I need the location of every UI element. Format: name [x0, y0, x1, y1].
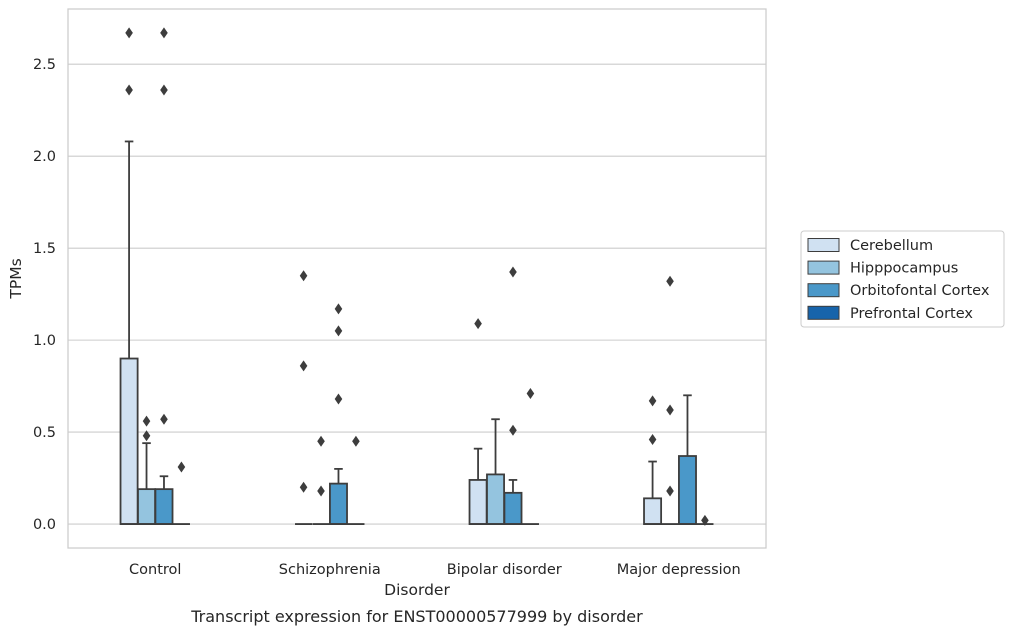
- outlier-point: [648, 433, 657, 445]
- outlier-point: [352, 435, 360, 447]
- box-body: [503, 491, 523, 525]
- legend-frame: [800, 230, 1005, 328]
- outlier-point: [701, 514, 709, 526]
- legend-label: Cerebellum: [850, 238, 933, 254]
- outlier-point: [160, 84, 168, 96]
- box-body: [678, 455, 697, 525]
- outlier-point: [334, 393, 343, 405]
- box-body: [137, 488, 156, 525]
- outlier-point: [160, 413, 168, 425]
- box-3-0: [643, 460, 663, 525]
- box-body: [154, 488, 174, 525]
- legend-swatch: [807, 283, 840, 298]
- y-tick-label: 1.0: [33, 333, 56, 349]
- outlier-point: [299, 360, 308, 372]
- outlier-point: [526, 387, 535, 399]
- outlier-point: [666, 485, 674, 497]
- x-tick-label: Control: [129, 562, 181, 578]
- box-3-2: [678, 394, 697, 525]
- box-0-2: [154, 475, 174, 525]
- y-axis-label: TPMs: [7, 258, 25, 299]
- y-tick-labels: 0.0 0.5 1.0 1.5 2.0 2.5: [33, 57, 56, 533]
- box-2-2: [503, 479, 523, 525]
- outlier-point: [509, 424, 517, 436]
- box-body: [468, 479, 488, 525]
- box-2-0: [468, 447, 488, 525]
- outlier-point: [142, 415, 151, 427]
- y-tick-label: 0.0: [33, 517, 56, 533]
- box-2-1: [486, 418, 505, 525]
- legend-label: Prefrontal Cortex: [850, 306, 973, 322]
- outlier-point: [648, 395, 657, 407]
- outlier-point: [299, 270, 308, 282]
- outlier-point: [299, 481, 308, 493]
- y-tick-label: 2.0: [33, 149, 56, 165]
- outlier-point: [317, 435, 325, 447]
- box-1-2: [329, 467, 348, 525]
- legend-label: Orbitofontal Cortex: [850, 283, 990, 299]
- outlier-point: [160, 27, 168, 39]
- y-tick-label: 0.5: [33, 425, 56, 441]
- outlier-point: [334, 325, 343, 337]
- legend-label: Hipppocampus: [850, 261, 958, 277]
- outlier-point: [666, 404, 674, 416]
- x-tick-labels: Control Schizophrenia Bipolar disorder Majo…: [129, 562, 741, 578]
- x-tick-label: Major depression: [617, 562, 741, 578]
- box-body: [329, 482, 348, 525]
- outlier-point: [474, 318, 482, 330]
- legend-swatch: [807, 260, 840, 275]
- outlier-point: [509, 266, 517, 278]
- outlier-point: [317, 485, 325, 497]
- outlier-point: [142, 430, 151, 442]
- outlier-points: [125, 27, 709, 526]
- box-0-1: [137, 442, 156, 525]
- outlier-point: [125, 84, 133, 96]
- legend-swatch: [807, 238, 840, 252]
- box-body: [486, 473, 505, 525]
- outlier-point: [334, 303, 343, 315]
- x-tick-label: Schizophrenia: [279, 562, 381, 578]
- legend: Cerebellum Hipppocampus Orbitofontal Corte…: [800, 230, 1005, 328]
- plot-frame: [67, 8, 767, 549]
- outlier-point: [125, 27, 133, 39]
- box-body: [643, 497, 663, 525]
- gridlines: [68, 63, 766, 525]
- box-body: [119, 357, 139, 525]
- legend-swatch: [807, 305, 840, 320]
- boxes: [119, 140, 714, 525]
- y-tick-label: 2.5: [33, 57, 56, 73]
- outlier-point: [666, 275, 674, 287]
- outlier-point: [177, 461, 186, 473]
- figure-caption: Transcript expression for ENST0000057799…: [190, 607, 643, 626]
- x-tick-label: Bipolar disorder: [447, 562, 562, 578]
- x-axis-label: Disorder: [384, 581, 450, 599]
- y-tick-label: 1.5: [33, 241, 56, 257]
- box-0-0: [119, 140, 139, 525]
